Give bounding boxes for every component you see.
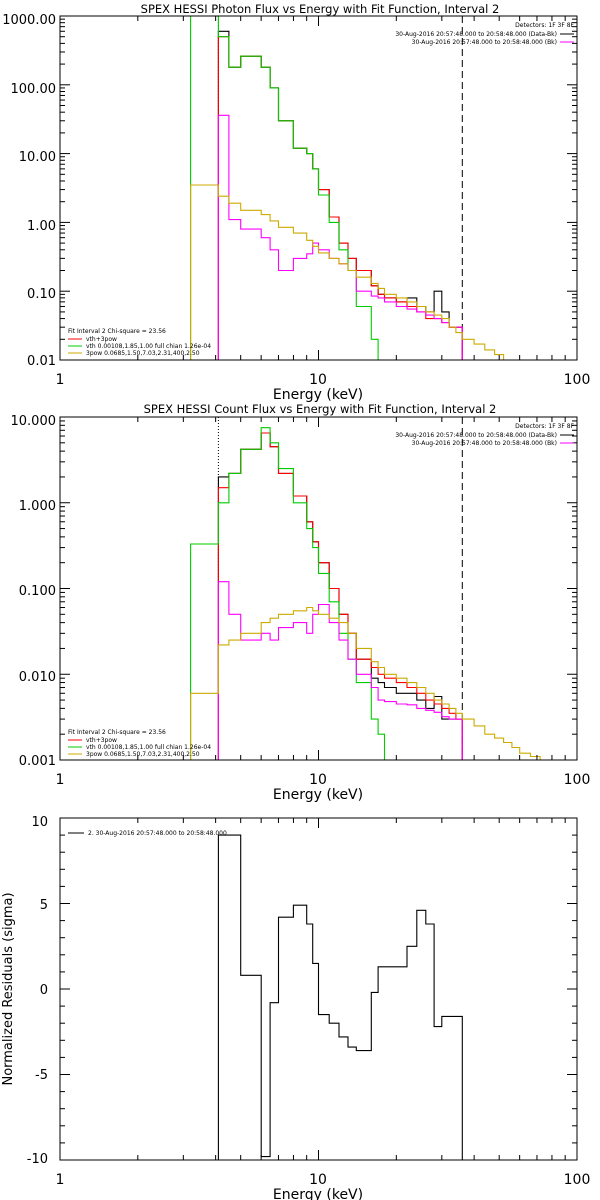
residuals-ytick-10: 10 <box>31 815 48 830</box>
count-flux-xtick-10: 10 <box>309 772 327 788</box>
count-flux-detectors: Detectors: 1F 3F 8F <box>515 423 574 430</box>
series-2-histogram <box>190 15 400 361</box>
count-flux-title: SPEX HESSI Count Flux vs Energy with Fit… <box>144 402 497 416</box>
residuals-panel: 10 5 0 -5 -10 1 10 100 Energy (keV) Norm… <box>1 815 590 1200</box>
count-flux-legend-vthpow: vth+3pow <box>86 737 117 744</box>
photon-flux-legend-vthpow: vth+3pow <box>86 336 117 343</box>
count-flux-ytick-0.1: 0.100 <box>19 584 56 599</box>
residuals-xtick-1: 1 <box>56 1172 65 1188</box>
photon-flux-legend-3pow: 3pow 0.0685,1.50,7.03,2.31,400,2.50 <box>86 350 200 357</box>
photon-flux-series <box>190 15 520 361</box>
count-flux-legend-vth: vth 0.00108,1.85,1.00 full chian 1.26e-0… <box>86 744 211 751</box>
count-flux-xtick-1: 1 <box>56 772 65 788</box>
photon-flux-xtick-100: 100 <box>564 372 591 388</box>
count-flux-ytick-0.001: 0.001 <box>19 754 56 769</box>
photon-flux-ytick-10: 10.00 <box>19 150 56 165</box>
series-3-histogram <box>217 114 463 360</box>
photon-flux-bk-interval: 30-Aug-2016 20:57:48.000 to 20:58:48.000… <box>412 39 557 46</box>
photon-flux-panel: SPEX HESSI Photon Flux vs Energy with Fi… <box>2 2 590 403</box>
residuals-axis-ticks <box>60 817 577 1161</box>
photon-flux-ytick-100: 100.00 <box>11 82 57 97</box>
photon-flux-ytick-0.1: 0.10 <box>27 287 56 302</box>
residuals-xtick-10: 10 <box>309 1172 327 1188</box>
series-4-histogram <box>190 184 520 361</box>
residuals-ytick-neg5: -5 <box>35 1068 48 1083</box>
count-flux-series <box>190 417 550 761</box>
photon-flux-ytick-1000: 1000.00 <box>2 13 56 28</box>
count-flux-bk-interval: 30-Aug-2016 20:57:48.000 to 20:58:48.000… <box>412 440 557 447</box>
count-flux-fit-info: Fit Interval 2 Chi-square = 23.56 <box>68 729 166 736</box>
residuals-ylabel: Normalized Residuals (sigma) <box>1 892 16 1085</box>
residuals-series <box>217 834 463 1160</box>
count-flux-legend-3pow: 3pow 0.0685,1.50,7.03,2.31,400,2.50 <box>86 751 200 758</box>
series-2-histogram <box>190 427 400 761</box>
series-1-histogram <box>217 432 463 760</box>
count-flux-panel: SPEX HESSI Count Flux vs Energy with Fit… <box>11 402 591 803</box>
photon-flux-xtick-1: 1 <box>56 372 65 388</box>
photon-flux-legend-vth: vth 0.00108,1.85,1.00 full chian 1.26e-0… <box>86 343 211 350</box>
photon-flux-xlabel: Energy (keV) <box>273 387 363 403</box>
residuals-ytick-5: 5 <box>40 898 48 913</box>
series-0-histogram <box>217 834 463 1160</box>
photon-flux-title: SPEX HESSI Photon Flux vs Energy with Fi… <box>141 2 500 16</box>
photon-flux-axis-ticks <box>60 15 577 361</box>
series-4-histogram <box>190 606 550 761</box>
series-0-histogram <box>217 432 463 760</box>
photon-flux-fit-info: Fit Interval 2 Chi-square = 23.56 <box>68 328 166 335</box>
photon-flux-ytick-0.01: 0.01 <box>27 354 56 369</box>
photon-flux-data-interval: 30-Aug-2016 20:57:48.000 to 20:58:48.000… <box>395 31 557 38</box>
count-flux-ytick-0.01: 0.010 <box>19 670 56 685</box>
residuals-ytick-neg10: -10 <box>27 1152 48 1167</box>
count-flux-ytick-1: 1.000 <box>19 499 56 514</box>
residuals-legend-entry: 2. 30-Aug-2016 20:57:48.000 to 20:58:48.… <box>88 830 227 837</box>
count-flux-axis-ticks <box>60 416 577 761</box>
count-flux-plot-frame <box>59 416 578 761</box>
count-flux-xlabel: Energy (keV) <box>273 787 363 803</box>
photon-flux-ytick-1: 1.00 <box>27 219 56 234</box>
count-flux-xtick-100: 100 <box>564 772 591 788</box>
photon-flux-detectors: Detectors: 1F 3F 8F <box>515 22 574 29</box>
series-3-histogram <box>217 581 463 760</box>
residuals-xlabel: Energy (keV) <box>273 1187 363 1200</box>
count-flux-ytick-10: 10.000 <box>11 414 57 429</box>
photon-flux-xtick-10: 10 <box>309 372 327 388</box>
residuals-xtick-100: 100 <box>564 1172 591 1188</box>
residuals-ytick-0: 0 <box>40 983 48 998</box>
count-flux-data-interval: 30-Aug-2016 20:57:48.000 to 20:58:48.000… <box>395 432 557 439</box>
